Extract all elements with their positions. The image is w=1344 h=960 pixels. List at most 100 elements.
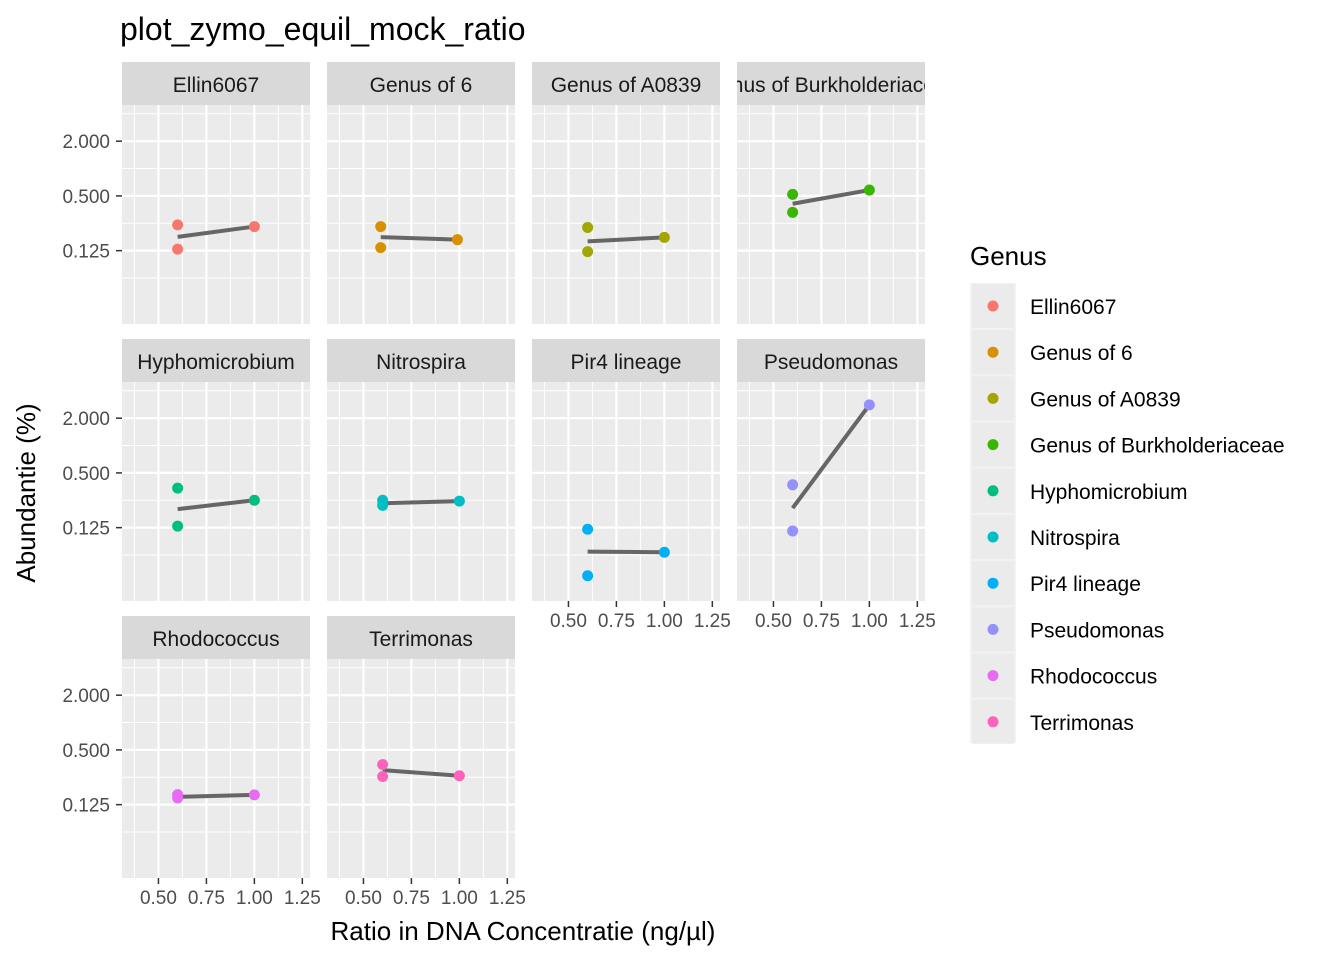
legend-label: Hyphomicrobium xyxy=(1030,481,1188,504)
data-point xyxy=(658,231,670,243)
trend-line xyxy=(587,235,665,244)
x-tick-label: 1.25 xyxy=(694,611,731,632)
legend-label: Genus of Burkholderiaceae xyxy=(1030,435,1285,458)
facet-panel-nitrospira: Nitrospira xyxy=(327,339,515,601)
y-tick-label: 0.125 xyxy=(62,242,110,263)
panel-background xyxy=(327,659,515,878)
facet-strip xyxy=(122,62,310,105)
legend: Genus Ellin6067 Genus of 6 Genus of A0839 G… xyxy=(970,241,1285,744)
data-point xyxy=(172,482,184,494)
legend-label: Genus of 6 xyxy=(1030,342,1133,365)
trend-line xyxy=(587,549,665,555)
legend-entry: Hyphomicrobium xyxy=(972,468,1188,513)
facet-strip-label: Ellin6067 xyxy=(173,74,259,97)
trend-line xyxy=(380,235,458,242)
data-point xyxy=(787,479,799,491)
legend-key-dot xyxy=(987,577,999,589)
y-axis-title: Abundantie (%) xyxy=(11,403,41,582)
data-point xyxy=(863,399,875,411)
y-tick-label: 0.125 xyxy=(62,519,110,540)
legend-entry: Genus of A0839 xyxy=(972,376,1181,421)
data-point xyxy=(453,770,465,782)
trend-line xyxy=(177,498,255,512)
x-tick-label: 1.00 xyxy=(441,888,478,909)
facet-panel-ellin6067: Ellin6067 0.125 0.500 2.000 xyxy=(62,62,310,324)
facet-strip-label: Genus of Burkholderiaceae xyxy=(704,74,959,97)
data-point xyxy=(582,246,594,258)
facet-strip xyxy=(532,62,720,105)
x-tick-label: 0.75 xyxy=(393,888,430,909)
data-point xyxy=(658,546,670,558)
data-point xyxy=(248,221,260,233)
legend-key-dot xyxy=(987,439,999,451)
facet-strip-label: Rhodococcus xyxy=(152,628,279,651)
data-point xyxy=(375,242,387,254)
data-point xyxy=(582,570,594,582)
trend-line xyxy=(382,499,460,506)
legend-label: Genus of A0839 xyxy=(1030,388,1181,411)
trend-line xyxy=(382,768,460,778)
facet-panel-genus-of-a0839: Genus of A0839 xyxy=(532,62,720,324)
legend-entry: Nitrospira xyxy=(972,515,1120,559)
x-tick-label: 1.25 xyxy=(284,888,321,909)
x-tick-label: 1.00 xyxy=(236,888,273,909)
legend-key-dot xyxy=(987,670,999,682)
panel-background xyxy=(532,105,720,324)
data-point xyxy=(248,789,260,801)
trend-line xyxy=(177,224,255,239)
x-tick-label: 0.50 xyxy=(345,888,382,909)
data-point xyxy=(172,243,184,255)
facet-strip-label: Pir4 lineage xyxy=(571,351,682,374)
panel-background xyxy=(532,382,720,601)
legend-entry: Rhodococcus xyxy=(972,653,1157,698)
legend-entry: Genus of 6 xyxy=(972,330,1133,375)
y-tick-label: 0.500 xyxy=(62,187,110,208)
facet-panel-hyphomicrobium: Hyphomicrobium 0.125 0.500 2.000 xyxy=(62,339,310,601)
data-point xyxy=(582,221,594,233)
facet-panel-genus-of-burkholderiaceae: Genus of Burkholderiaceae xyxy=(704,62,959,324)
trend-line xyxy=(177,792,255,799)
data-point xyxy=(172,792,184,804)
legend-key-dot xyxy=(987,623,999,635)
facet-panel-pir4-lineage: Pir4 lineage 0.50 0.75 1.00 1.25 xyxy=(532,339,731,632)
facet-strip xyxy=(122,339,310,382)
legend-key-dot xyxy=(987,531,999,543)
data-point xyxy=(377,499,389,511)
y-tick-label: 0.500 xyxy=(62,464,110,485)
data-point xyxy=(863,184,875,196)
data-point xyxy=(582,523,594,535)
legend-label: Pir4 lineage xyxy=(1030,573,1141,596)
facet-panel-rhodococcus: Rhodococcus 0.125 0.500 2.000 0.50 0.75 1.00 1.… xyxy=(62,616,321,909)
y-tick-label: 0.125 xyxy=(62,796,110,817)
facet-panel-genus-of-6: Genus of 6 xyxy=(327,62,515,324)
legend-entry: Terrimonas xyxy=(972,699,1134,744)
panel-background xyxy=(122,105,310,324)
y-tick-label: 2.000 xyxy=(62,132,110,153)
legend-key-dot xyxy=(987,485,999,497)
facet-strip-label: Hyphomicrobium xyxy=(137,351,295,374)
facet-strip xyxy=(122,616,310,659)
data-point xyxy=(375,221,387,233)
data-point xyxy=(172,219,184,231)
legend-key-dot xyxy=(987,346,999,358)
data-point xyxy=(377,770,389,782)
facet-strip xyxy=(737,62,925,105)
data-point xyxy=(787,525,799,537)
facet-strip xyxy=(737,339,925,382)
panel-background xyxy=(122,659,310,878)
y-tick-label: 2.000 xyxy=(62,409,110,430)
x-tick-label: 1.25 xyxy=(489,888,526,909)
facet-strip xyxy=(327,616,515,659)
panel-background xyxy=(122,382,310,601)
legend-key-dot xyxy=(987,716,999,728)
facet-strip xyxy=(532,339,720,382)
facet-panels: Ellin6067 0.125 0.500 2.000 Genus of 6 Genus … xyxy=(62,62,959,909)
data-point xyxy=(451,234,463,246)
facet-panel-pseudomonas: Pseudomonas 0.50 0.75 1.00 1.25 xyxy=(737,339,936,632)
panel-background xyxy=(737,382,925,601)
y-tick-label: 0.500 xyxy=(62,741,110,762)
data-point xyxy=(248,494,260,506)
data-point xyxy=(453,495,465,507)
legend-title: Genus xyxy=(970,241,1047,271)
facet-strip-label: Pseudomonas xyxy=(764,351,898,374)
